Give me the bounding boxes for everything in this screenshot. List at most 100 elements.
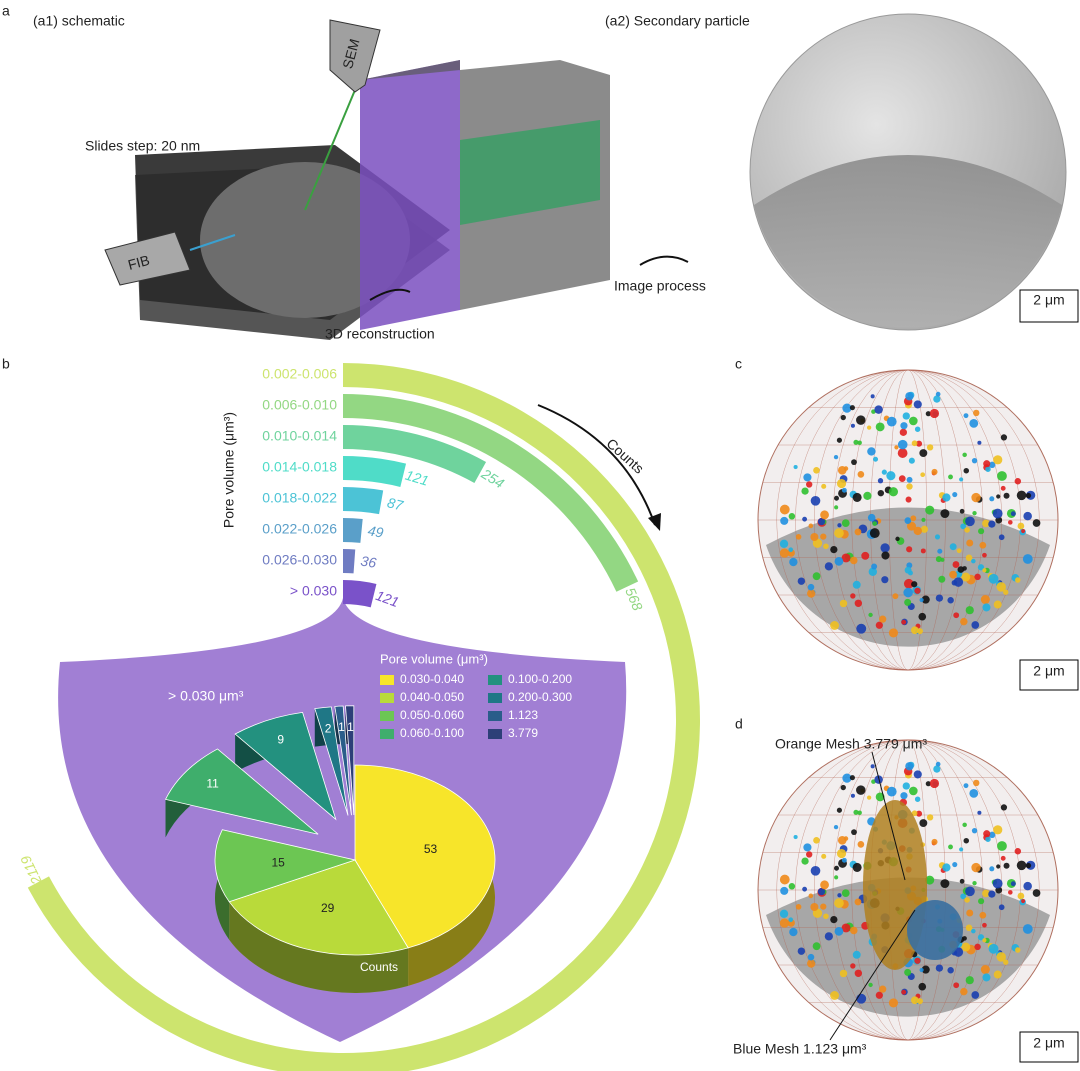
bar <box>343 580 377 608</box>
pore <box>821 483 827 489</box>
pore <box>982 568 987 573</box>
pore <box>888 628 899 638</box>
pore <box>919 449 928 458</box>
pore <box>1032 519 1041 527</box>
pore <box>779 918 790 928</box>
pore <box>960 987 968 996</box>
arrow <box>537 404 656 526</box>
pore <box>803 843 812 852</box>
leader-line <box>871 751 906 881</box>
pore <box>920 472 926 478</box>
pore <box>961 942 971 952</box>
value-label: 254 <box>478 465 507 492</box>
pore <box>839 969 848 978</box>
pore <box>820 533 827 540</box>
pore <box>905 496 912 503</box>
legend-label: 0.060-0.100 <box>400 726 464 740</box>
legend-label: 0.050-0.060 <box>400 708 464 722</box>
pore <box>977 810 982 815</box>
slice <box>334 705 352 816</box>
pore-network-image <box>757 739 1059 1041</box>
bar <box>343 549 356 574</box>
pore <box>856 993 867 1004</box>
pore <box>881 551 890 560</box>
pore <box>892 593 899 600</box>
pore <box>841 519 850 527</box>
pore <box>988 520 996 528</box>
schematic <box>104 19 610 340</box>
pore <box>879 985 887 993</box>
pore <box>988 943 999 954</box>
data-label: 1 <box>338 720 345 734</box>
pore <box>856 415 866 425</box>
pore <box>911 626 919 635</box>
pore <box>1017 892 1025 900</box>
bar <box>343 518 363 543</box>
pore <box>897 448 908 458</box>
pore <box>925 875 935 885</box>
pore <box>841 889 850 897</box>
pore <box>866 795 872 800</box>
pore <box>849 926 858 935</box>
pore <box>989 866 995 872</box>
pore <box>906 521 917 531</box>
pore <box>877 489 885 497</box>
pore <box>841 923 851 933</box>
sem-label: SEM <box>339 37 362 70</box>
value-label: 2119 <box>17 853 45 888</box>
fib-label: FIB <box>126 252 151 273</box>
pore <box>989 496 995 502</box>
legend-swatch <box>488 711 502 721</box>
pore <box>1000 804 1008 811</box>
pore <box>851 459 857 466</box>
pore <box>871 563 878 570</box>
scale-bar <box>1019 1031 1079 1063</box>
pore <box>833 824 839 830</box>
pore <box>909 786 918 796</box>
pore <box>852 492 862 502</box>
pore <box>935 556 942 563</box>
pore <box>965 606 974 615</box>
slice <box>314 706 349 816</box>
pore <box>911 810 918 817</box>
pore <box>925 781 931 787</box>
pore <box>1014 477 1022 485</box>
pore <box>966 539 974 547</box>
pore <box>933 395 941 403</box>
pore <box>879 615 887 623</box>
data-label: 29 <box>321 901 335 915</box>
pore <box>788 883 796 890</box>
pore <box>837 523 842 528</box>
blue-mesh <box>907 900 963 960</box>
pore <box>904 517 912 524</box>
category-label: 0.002-0.006 <box>262 366 337 382</box>
pore <box>905 762 914 771</box>
panel-letter: a <box>2 3 10 19</box>
pore <box>985 836 991 842</box>
pore <box>913 526 923 536</box>
pore <box>921 517 926 522</box>
pore <box>869 528 880 539</box>
pore <box>949 570 958 579</box>
pore <box>904 598 912 606</box>
pore <box>849 405 855 411</box>
pore <box>797 947 806 955</box>
category-label: 0.010-0.014 <box>262 428 337 444</box>
legend-label: 0.100-0.200 <box>508 672 572 686</box>
mesh-line <box>776 369 1040 671</box>
pore <box>834 875 839 880</box>
pore <box>973 779 980 787</box>
pore <box>902 412 910 420</box>
pore <box>974 573 981 581</box>
pore <box>875 792 885 802</box>
pore <box>834 495 839 501</box>
pore <box>875 621 883 629</box>
pore <box>1000 855 1006 861</box>
annotation: > 0.030 μm³ <box>168 688 244 704</box>
value-label: 36 <box>360 553 378 571</box>
legend-label: 0.030-0.040 <box>400 672 464 686</box>
pore <box>807 583 815 591</box>
pore <box>836 848 847 859</box>
pore <box>833 454 839 460</box>
